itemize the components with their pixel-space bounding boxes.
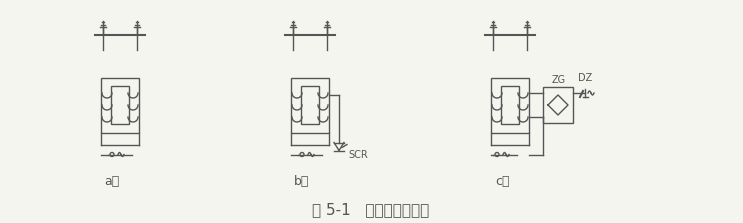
Text: ZG: ZG	[552, 75, 566, 85]
Text: 图 5-1   激振器供电方式: 图 5-1 激振器供电方式	[312, 202, 429, 217]
Bar	[491, 78, 529, 132]
Text: c）: c）	[495, 175, 509, 188]
Bar	[301, 86, 319, 124]
Bar	[111, 86, 129, 124]
Bar	[501, 86, 519, 124]
Text: DZ: DZ	[578, 73, 592, 83]
Text: SCR: SCR	[348, 151, 368, 161]
Text: b）: b）	[294, 175, 310, 188]
Text: a）: a）	[104, 175, 120, 188]
Bar	[291, 78, 329, 132]
Bar	[101, 78, 139, 132]
Bar	[543, 87, 573, 123]
